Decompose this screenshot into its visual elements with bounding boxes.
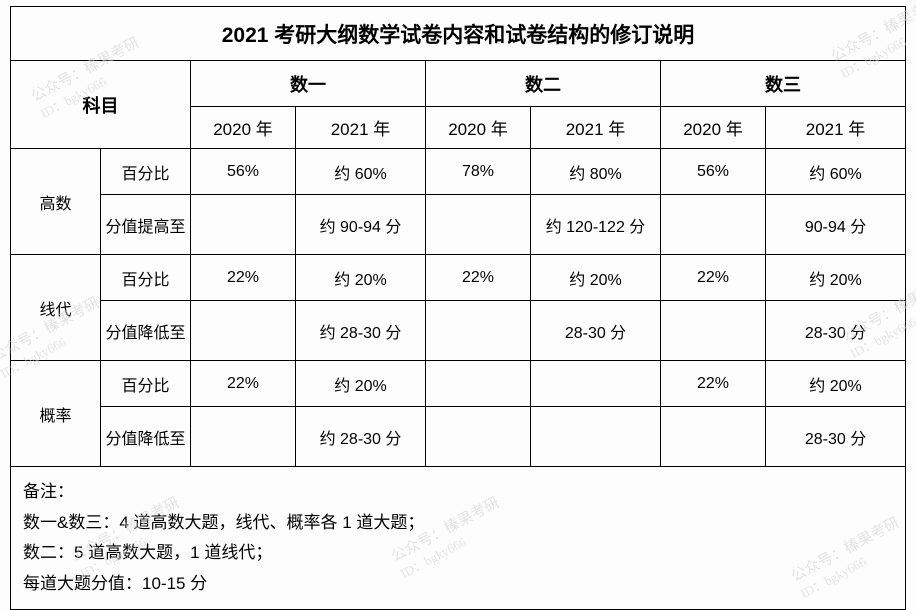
notes-line: 数一&数三：4 道高数大题，线代、概率各 1 道大题； [23, 508, 893, 539]
row-label: 分值降低至 [101, 301, 191, 361]
cell [661, 301, 766, 361]
subject-gaoshu: 高数 [11, 149, 101, 255]
notes-line: 数二：5 道高数大题，1 道线代； [23, 538, 893, 569]
cell [191, 301, 296, 361]
cell: 约 120-122 分 [531, 195, 661, 255]
gailv-row-pct: 概率 百分比 22% 约 20% 22% 约 20% [11, 361, 906, 407]
cell: 约 20% [766, 361, 906, 407]
subject-gailv: 概率 [11, 361, 101, 467]
cell: 约 20% [296, 361, 426, 407]
cell: 约 80% [531, 149, 661, 195]
cell: 22% [661, 361, 766, 407]
xiandai-row-score: 分值降低至 约 28-30 分 28-30 分 28-30 分 [11, 301, 906, 361]
xiandai-row-pct: 线代 百分比 22% 约 20% 22% 约 20% 22% 约 20% [11, 255, 906, 301]
cell: 90-94 分 [766, 195, 906, 255]
cell: 28-30 分 [766, 407, 906, 467]
cell: 约 90-94 分 [296, 195, 426, 255]
cell [426, 361, 531, 407]
header-year: 2020 年 [661, 107, 766, 149]
main-table: 2021 考研大纲数学试卷内容和试卷结构的修订说明 科目 数一 数二 数三 20… [10, 6, 906, 610]
notes-cell: 备注： 数一&数三：4 道高数大题，线代、概率各 1 道大题； 数二：5 道高数… [11, 467, 906, 610]
title-row: 2021 考研大纲数学试卷内容和试卷结构的修订说明 [11, 7, 906, 61]
cell: 56% [661, 149, 766, 195]
cell: 22% [191, 255, 296, 301]
cell [531, 361, 661, 407]
cell [191, 195, 296, 255]
row-label: 分值降低至 [101, 407, 191, 467]
cell: 约 60% [766, 149, 906, 195]
cell: 约 20% [766, 255, 906, 301]
cell [426, 195, 531, 255]
cell: 28-30 分 [531, 301, 661, 361]
cell: 约 60% [296, 149, 426, 195]
cell: 22% [426, 255, 531, 301]
header-row-groups: 科目 数一 数二 数三 [11, 61, 906, 107]
cell [426, 301, 531, 361]
notes-line: 每道大题分值：10-15 分 [23, 569, 893, 600]
header-year: 2021 年 [531, 107, 661, 149]
cell [661, 195, 766, 255]
cell: 22% [191, 361, 296, 407]
cell: 22% [661, 255, 766, 301]
header-year: 2020 年 [191, 107, 296, 149]
cell: 78% [426, 149, 531, 195]
header-group-1: 数一 [191, 61, 426, 107]
cell [426, 407, 531, 467]
cell: 约 20% [296, 255, 426, 301]
cell: 约 20% [531, 255, 661, 301]
row-label: 百分比 [101, 361, 191, 407]
header-group-3: 数三 [661, 61, 906, 107]
header-year: 2020 年 [426, 107, 531, 149]
cell: 28-30 分 [766, 301, 906, 361]
cell [531, 407, 661, 467]
page-container: 2021 考研大纲数学试卷内容和试卷结构的修订说明 科目 数一 数二 数三 20… [0, 0, 916, 585]
row-label: 分值提高至 [101, 195, 191, 255]
notes-line: 备注： [23, 477, 893, 508]
gailv-row-score: 分值降低至 约 28-30 分 28-30 分 [11, 407, 906, 467]
cell: 约 28-30 分 [296, 407, 426, 467]
header-year: 2021 年 [766, 107, 906, 149]
gaoshu-row-pct: 高数 百分比 56% 约 60% 78% 约 80% 56% 约 60% [11, 149, 906, 195]
header-subject: 科目 [11, 61, 191, 149]
table-title: 2021 考研大纲数学试卷内容和试卷结构的修订说明 [11, 7, 906, 61]
row-label: 百分比 [101, 149, 191, 195]
subject-xiandai: 线代 [11, 255, 101, 361]
row-label: 百分比 [101, 255, 191, 301]
cell: 约 28-30 分 [296, 301, 426, 361]
gaoshu-row-score: 分值提高至 约 90-94 分 约 120-122 分 90-94 分 [11, 195, 906, 255]
cell [661, 407, 766, 467]
cell [191, 407, 296, 467]
notes-row: 备注： 数一&数三：4 道高数大题，线代、概率各 1 道大题； 数二：5 道高数… [11, 467, 906, 610]
cell: 56% [191, 149, 296, 195]
header-group-2: 数二 [426, 61, 661, 107]
header-year: 2021 年 [296, 107, 426, 149]
